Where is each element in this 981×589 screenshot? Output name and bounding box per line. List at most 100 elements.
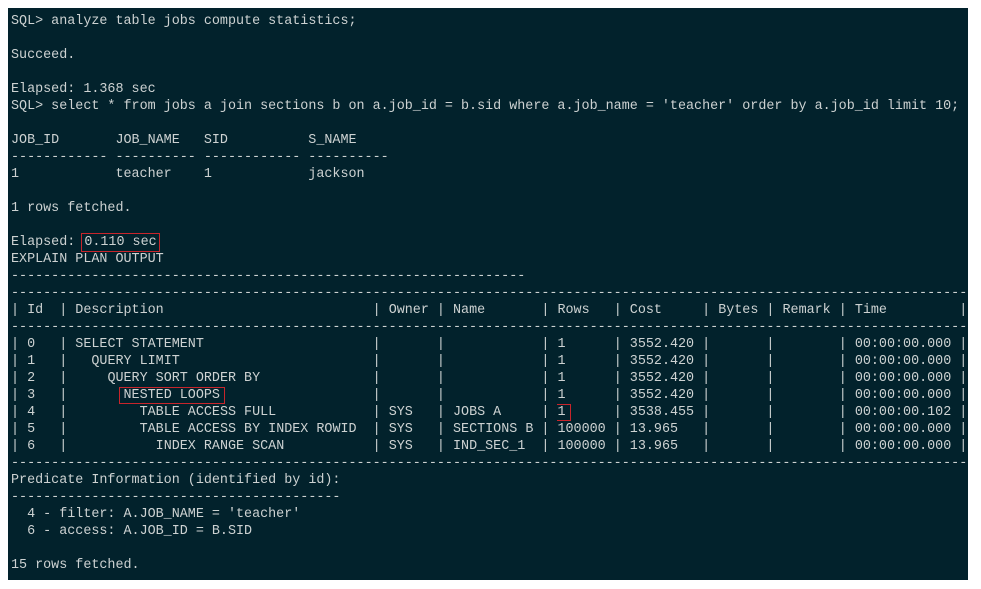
pipe: | (541, 354, 558, 369)
pipe: | (766, 371, 783, 386)
space (51, 388, 59, 403)
plan-cell-time: 00:00:00.000 (855, 438, 951, 455)
pipe: | (372, 303, 389, 318)
space (694, 371, 702, 386)
pipe: | (959, 354, 968, 369)
cell-text: 13.965 (629, 439, 679, 454)
plan-cell-desc: QUERY LIMIT (75, 353, 364, 370)
plan-cell-id: 6 (27, 438, 51, 455)
pipe: | (436, 337, 453, 352)
pipe: | (11, 388, 28, 403)
space (694, 303, 702, 318)
terminal-window[interactable]: SQL> analyze table jobs compute statisti… (8, 8, 968, 580)
space (831, 354, 839, 369)
predicate-line: 4 - filter: A.JOB_NAME = 'teacher' (11, 507, 301, 522)
pipe: | (838, 439, 855, 454)
pipe: | (838, 388, 855, 403)
pipe: | (436, 303, 453, 318)
cell-text: 00:00:00.000 (854, 388, 952, 403)
space (694, 388, 702, 403)
plan-cell-time: Time (855, 302, 951, 319)
cell-text: 0 (27, 337, 36, 352)
plan-cell-remark: Remark (783, 302, 831, 319)
divider: ----------------------------------------… (11, 490, 341, 505)
cell-text: 13.965 (629, 422, 679, 437)
pipe: | (11, 422, 28, 437)
cell-text: Time (854, 303, 887, 318)
space (51, 405, 59, 420)
plan-cell-name: JOBS A (453, 404, 533, 421)
blank-line (11, 115, 968, 132)
pipe: | (766, 337, 783, 352)
space (429, 371, 437, 386)
pipe: | (613, 371, 630, 386)
pipe: | (702, 371, 719, 386)
pipe: | (59, 388, 76, 403)
cell-text: Rows (557, 303, 590, 318)
plan-cell-cost: 3538.455 (630, 404, 694, 421)
pipe: | (541, 388, 558, 403)
plan-cell-id: 5 (27, 421, 51, 438)
column-header: JOB_NAME (115, 133, 180, 148)
space (831, 371, 839, 386)
pipe: | (59, 439, 76, 454)
plan-cell-rows: Rows (557, 302, 605, 319)
divider: ----------------------------------------… (11, 456, 968, 471)
plan-row: | 2 | QUERY SORT ORDER BY | | | 1 | 3552… (11, 370, 968, 387)
plan-cell-cost: 13.965 (630, 438, 694, 455)
pipe: | (766, 303, 783, 318)
pipe: | (613, 405, 630, 420)
cell-text: 1 (557, 371, 566, 386)
plan-cell-cost: 3552.420 (630, 353, 694, 370)
pipe: | (436, 388, 453, 403)
plan-cell-owner: SYS (389, 404, 429, 421)
pipe: | (959, 388, 968, 403)
cell-text: 00:00:00.000 (854, 337, 952, 352)
cell-text: SYS (388, 439, 413, 454)
pipe: | (372, 422, 389, 437)
cell-text: SECTIONS B (453, 422, 534, 437)
plan-row: | 1 | QUERY LIMIT | | | 1 | 3552.420 | |… (11, 353, 968, 370)
space (365, 405, 373, 420)
pipe: | (959, 422, 968, 437)
plan-cell-rows: 1 (557, 387, 605, 404)
space (606, 388, 614, 403)
space (429, 354, 437, 369)
plan-row: | 4 | TABLE ACCESS FULL | SYS | JOBS A |… (11, 404, 968, 421)
cell-text: SYS (388, 405, 413, 420)
pipe: | (766, 388, 783, 403)
space (606, 354, 614, 369)
space (365, 422, 373, 437)
plan-cell-desc: QUERY SORT ORDER BY (75, 370, 364, 387)
plan-cell-owner: SYS (389, 421, 429, 438)
plan-cell-time: 00:00:00.000 (855, 387, 951, 404)
command-line: SQL> analyze table jobs compute statisti… (11, 14, 357, 29)
pipe: | (702, 354, 719, 369)
elapsed-text: Elapsed: 1.368 sec (11, 82, 156, 97)
space (694, 337, 702, 352)
pipe: | (372, 405, 389, 420)
blank-line (11, 183, 968, 200)
cell-text: 00:00:00.000 (854, 439, 952, 454)
predicate-line: 6 - access: A.JOB_ID = B.SID (11, 524, 253, 539)
pipe: | (613, 337, 630, 352)
cell-text: INDEX RANGE SCAN (155, 439, 285, 454)
pipe: | (436, 405, 453, 420)
cell-text: 1 (557, 388, 566, 403)
pipe: | (541, 439, 558, 454)
pipe: | (702, 405, 719, 420)
plan-cell-name: Name (453, 302, 533, 319)
pipe: | (11, 354, 28, 369)
pipe: | (541, 405, 558, 420)
plan-cell-cost: 3552.420 (630, 370, 694, 387)
cell-text: 100000 (557, 439, 606, 454)
pipe: | (541, 422, 558, 437)
plan-row: | 5 | TABLE ACCESS BY INDEX ROWID | SYS … (11, 421, 968, 438)
space (365, 303, 373, 318)
plan-cell-id: 3 (27, 387, 51, 404)
cell-text: 3552.420 (629, 354, 695, 369)
pipe: | (613, 439, 630, 454)
pipe: | (959, 439, 968, 454)
rows-fetched-text: 15 rows fetched. (11, 558, 140, 573)
rows-fetched-text: 1 rows fetched. (11, 201, 132, 216)
